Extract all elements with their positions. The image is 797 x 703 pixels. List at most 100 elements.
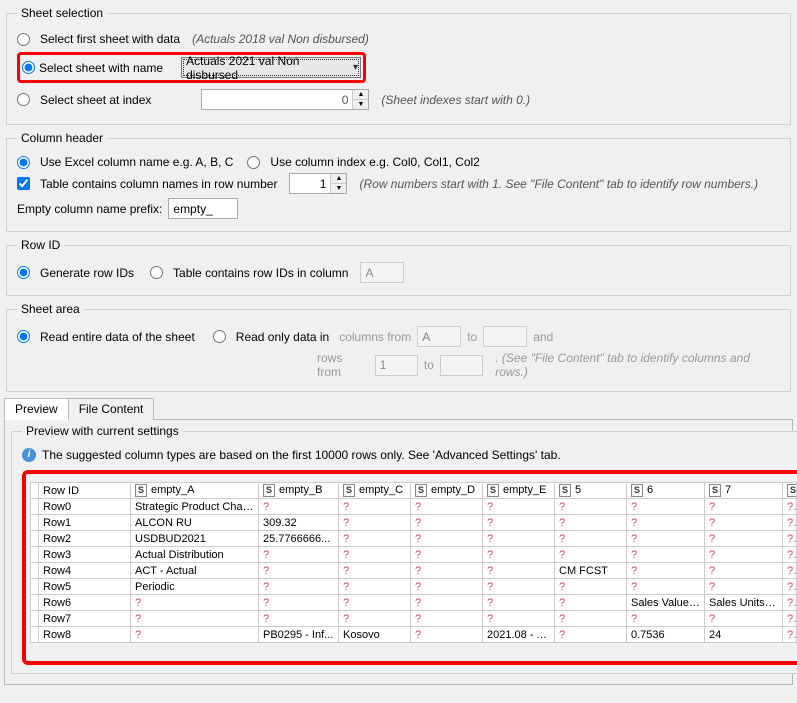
column-header[interactable]: S5 (555, 483, 627, 499)
table-cell: ? (339, 531, 411, 547)
table-cell: ? (411, 595, 483, 611)
row-handle[interactable] (31, 611, 39, 627)
table-cell: ? (627, 499, 705, 515)
table-cell: ? (411, 563, 483, 579)
table-cell: ? (259, 547, 339, 563)
row-handle[interactable] (31, 531, 39, 547)
row-handle[interactable] (31, 515, 39, 531)
tab-preview[interactable]: Preview (4, 398, 69, 420)
column-header[interactable]: Sempty_B (259, 483, 339, 499)
table-cell: ? (483, 547, 555, 563)
spinner-up-icon[interactable]: ▲ (353, 90, 368, 100)
table-cell: ? (783, 611, 797, 627)
table-cell: ? (705, 547, 783, 563)
excel-col-name-radio[interactable] (17, 156, 30, 169)
row-handle[interactable] (31, 579, 39, 595)
table-cell: ? (627, 611, 705, 627)
table-cell: ? (483, 499, 555, 515)
row-id-cell: Row0 (39, 499, 131, 515)
table-cell: ? (483, 531, 555, 547)
tab-file-content[interactable]: File Content (68, 398, 155, 420)
column-header[interactable]: Sempty_A (131, 483, 259, 499)
sheet-name-dropdown[interactable]: Actuals 2021 val Non disbursed ▾ (181, 57, 361, 78)
table-cell: ? (339, 611, 411, 627)
col-names-row-input[interactable] (290, 174, 330, 193)
table-cell: ? (705, 611, 783, 627)
table-cell: ? (483, 515, 555, 531)
table-cell: ? (131, 627, 259, 643)
table-cell: ? (339, 563, 411, 579)
table-cell: 309.32 (259, 515, 339, 531)
table-cell: ACT - Actual (131, 563, 259, 579)
row-handle[interactable] (31, 547, 39, 563)
type-badge-icon: S (559, 484, 571, 497)
table-cell: ? (627, 531, 705, 547)
empty-prefix-input[interactable] (168, 198, 238, 219)
table-cell: ? (411, 627, 483, 643)
column-header[interactable]: Row ID (39, 483, 131, 499)
column-header[interactable]: Sempty_C (339, 483, 411, 499)
column-header[interactable]: S6 (627, 483, 705, 499)
generate-row-ids-label: Generate row IDs (40, 266, 134, 280)
table-row[interactable]: Row6??????Sales Value ...Sales Units -..… (31, 595, 797, 611)
column-header[interactable]: S (783, 483, 797, 499)
cols-from-input: A (417, 326, 461, 347)
spinner-down-icon[interactable]: ▼ (353, 100, 368, 109)
table-row[interactable]: Row2USDBUD202125.7766666...??????? (31, 531, 797, 547)
table-cell: ? (555, 611, 627, 627)
sheet-index-input[interactable] (202, 90, 352, 109)
table-cell: ? (483, 611, 555, 627)
excel-col-name-label: Use Excel column name e.g. A, B, C (40, 155, 233, 169)
table-row[interactable]: Row4ACT - Actual????CM FCST??? (31, 563, 797, 579)
row-id-cell: Row5 (39, 579, 131, 595)
read-entire-radio[interactable] (17, 330, 30, 343)
generate-row-ids-radio[interactable] (17, 266, 30, 279)
preview-tabs: Preview File Content (4, 398, 793, 420)
table-row[interactable]: Row0Strategic Product Charge???????? (31, 499, 797, 515)
column-header[interactable]: Sempty_D (411, 483, 483, 499)
type-badge-icon: S (487, 484, 499, 497)
read-range-radio[interactable] (213, 330, 226, 343)
col-names-row-spinner[interactable]: ▲ ▼ (289, 173, 347, 194)
table-row[interactable]: Row8?PB0295 - Inf...Kosovo?2021.08 - Aug… (31, 627, 797, 643)
table-cell: ? (555, 627, 627, 643)
row-handle[interactable] (31, 563, 39, 579)
row-handle[interactable] (31, 627, 39, 643)
table-cell: ? (259, 563, 339, 579)
row-ids-from-column-label: Table contains row IDs in column (173, 266, 348, 280)
table-cell: ? (259, 579, 339, 595)
table-cell: ? (705, 515, 783, 531)
table-row[interactable]: Row7????????? (31, 611, 797, 627)
row-id-cell: Row6 (39, 595, 131, 611)
row-handle[interactable] (31, 499, 39, 515)
sheet-area-group: Sheet area Read entire data of the sheet… (6, 302, 791, 392)
table-cell: Periodic (131, 579, 259, 595)
row-id-legend: Row ID (17, 238, 64, 252)
table-cell: ? (259, 499, 339, 515)
table-cell: Strategic Product Charge (131, 499, 259, 515)
table-cell: ? (483, 595, 555, 611)
spinner-down-icon[interactable]: ▼ (331, 184, 346, 193)
table-cell: ? (627, 563, 705, 579)
type-badge-icon: S (263, 484, 275, 497)
contains-col-names-checkbox[interactable] (17, 177, 30, 190)
sheet-index-spinner[interactable]: ▲ ▼ (201, 89, 369, 110)
table-cell: ? (627, 547, 705, 563)
row-handle[interactable] (31, 595, 39, 611)
spinner-up-icon[interactable]: ▲ (331, 174, 346, 184)
col-index-radio[interactable] (247, 156, 260, 169)
table-row[interactable]: Row3Actual Distribution???????? (31, 547, 797, 563)
table-cell: ? (555, 515, 627, 531)
row-ids-from-column-radio[interactable] (150, 266, 163, 279)
table-cell: ? (783, 627, 797, 643)
type-badge-icon: S (787, 484, 797, 497)
table-row[interactable]: Row1ALCON RU309.32??????? (31, 515, 797, 531)
select-by-index-radio[interactable] (17, 93, 30, 106)
column-header[interactable]: Sempty_E (483, 483, 555, 499)
table-cell: ? (555, 531, 627, 547)
table-cell: ? (411, 579, 483, 595)
select-by-name-radio[interactable] (22, 61, 35, 74)
select-first-sheet-radio[interactable] (17, 33, 30, 46)
table-row[interactable]: Row5Periodic???????? (31, 579, 797, 595)
column-header[interactable]: S7 (705, 483, 783, 499)
